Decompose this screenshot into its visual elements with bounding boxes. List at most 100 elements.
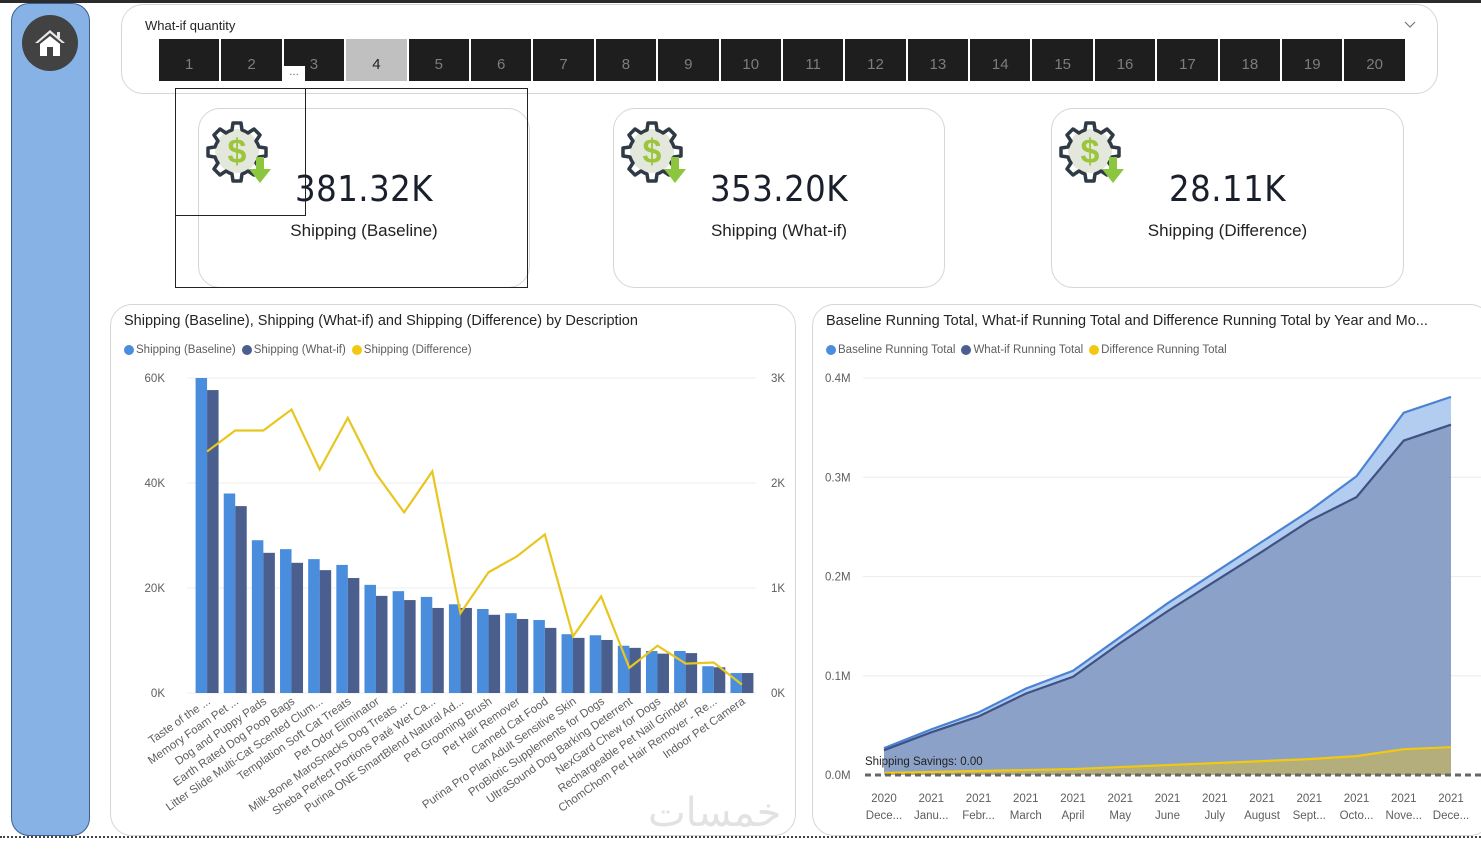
bar-whatif bbox=[404, 600, 416, 693]
y-tick: 0.1M bbox=[825, 671, 851, 683]
slicer-option-16[interactable]: 16 bbox=[1094, 39, 1156, 81]
legend-item-difference-running-total[interactable]: Difference Running Total bbox=[1089, 344, 1227, 356]
kpi-value: 28.11K bbox=[1169, 169, 1286, 210]
x-tick-year: 2021 bbox=[1296, 793, 1322, 805]
x-tick-month: Dece... bbox=[866, 810, 902, 822]
slicer-option-5[interactable]: 5 bbox=[408, 39, 469, 81]
legend-item-whatif-running-total[interactable]: What-if Running Total bbox=[961, 344, 1083, 356]
bar-whatif bbox=[207, 390, 219, 693]
slicer-option-11[interactable]: 11 bbox=[782, 39, 844, 81]
window-top-border bbox=[0, 0, 1481, 3]
x-tick-month: Sept... bbox=[1293, 810, 1326, 822]
y-left-tick: 40K bbox=[145, 478, 166, 490]
bar-whatif bbox=[291, 562, 304, 693]
legend-item-baseline-running-total[interactable]: Baseline Running Total bbox=[826, 344, 955, 356]
line-whatif bbox=[883, 423, 1452, 752]
bar-whatif bbox=[601, 639, 613, 693]
kpi-value: 381.32K bbox=[294, 169, 434, 210]
x-tick-month: Octo... bbox=[1340, 810, 1374, 822]
bar-whatif bbox=[573, 637, 585, 693]
bar-baseline bbox=[223, 493, 236, 693]
slicer-option-18[interactable]: 18 bbox=[1219, 39, 1281, 81]
bar-baseline bbox=[702, 666, 714, 693]
slicer-option-10[interactable]: 10 bbox=[720, 39, 781, 81]
y-left-tick: 20K bbox=[145, 583, 166, 595]
bar-whatif bbox=[713, 667, 726, 693]
bar-whatif bbox=[347, 578, 360, 693]
slicer-option-15[interactable]: 15 bbox=[1032, 39, 1093, 81]
bar-whatif bbox=[263, 552, 275, 693]
sidebar bbox=[11, 3, 90, 836]
bar-baseline bbox=[645, 651, 658, 693]
bar-baseline bbox=[308, 559, 320, 693]
x-tick-month: Febr... bbox=[962, 810, 995, 822]
legend-item-baseline[interactable]: Shipping (Baseline) bbox=[124, 344, 236, 356]
bar-baseline bbox=[336, 564, 348, 693]
slicer-option-13[interactable]: 13 bbox=[907, 39, 969, 81]
bar-whatif bbox=[319, 570, 332, 693]
x-tick-year: 2021 bbox=[1249, 793, 1275, 805]
bar-baseline bbox=[195, 378, 208, 693]
slicer-option-1[interactable]: 1 bbox=[159, 39, 220, 81]
bar-whatif bbox=[375, 595, 388, 693]
running-total-chart: Baseline Running Total, What-if Running … bbox=[812, 304, 1481, 836]
what-if-quantity-slicer: What-if quantity 1 2 3 4 5 6 7 8 9 10 11 12 13 14 15 16… bbox=[121, 4, 1438, 94]
more-options-button[interactable]: ... bbox=[283, 66, 305, 82]
chart-legend: Baseline Running Total What-if Running T… bbox=[826, 344, 1227, 356]
chart-title: Shipping (Baseline), Shipping (What-if) … bbox=[124, 313, 638, 329]
bar-whatif bbox=[657, 653, 669, 693]
x-tick-month: May bbox=[1109, 810, 1131, 822]
shipping-by-description-chart: Shipping (Baseline), Shipping (What-if) … bbox=[110, 304, 796, 836]
legend-label: Shipping (Baseline) bbox=[136, 344, 236, 356]
bar-baseline bbox=[251, 540, 264, 693]
kpi-label: Shipping (Difference) bbox=[1147, 221, 1308, 240]
legend-dot bbox=[826, 345, 836, 355]
legend-label: Baseline Running Total bbox=[838, 344, 956, 356]
bar-baseline bbox=[392, 591, 405, 693]
chart-title: Baseline Running Total, What-if Running … bbox=[826, 313, 1428, 329]
slicer-option-7[interactable]: 7 bbox=[533, 39, 594, 81]
legend-item-whatif[interactable]: Shipping (What-if) bbox=[241, 344, 346, 356]
legend-item-difference[interactable]: Shipping (Difference) bbox=[351, 344, 472, 356]
legend-label: Shipping (Difference) bbox=[363, 344, 472, 356]
chevron-down-icon[interactable] bbox=[1403, 17, 1417, 31]
home-button[interactable] bbox=[22, 15, 78, 71]
slicer-option-19[interactable]: 19 bbox=[1282, 39, 1343, 81]
bar-whatif bbox=[685, 653, 698, 693]
y-right-tick: 3K bbox=[771, 373, 785, 385]
kpi-card-whatif: 353.20K Shipping (What-if) bbox=[613, 108, 945, 288]
legend-dot bbox=[241, 345, 252, 355]
slicer-option-20[interactable]: 20 bbox=[1344, 39, 1405, 81]
legend-dot bbox=[1089, 345, 1100, 355]
y-right-tick: 2K bbox=[771, 478, 785, 490]
x-tick-year: 2021 bbox=[918, 793, 944, 805]
kpi-value: 353.20K bbox=[709, 169, 849, 210]
slicer-option-17[interactable]: 17 bbox=[1157, 39, 1218, 81]
slicer-option-14[interactable]: 14 bbox=[970, 39, 1031, 81]
slicer-option-4[interactable]: 4 bbox=[346, 39, 407, 81]
slicer-option-6[interactable]: 6 bbox=[470, 39, 532, 81]
x-tick-month: Dece... bbox=[1433, 810, 1469, 822]
y-tick: 0.4M bbox=[825, 373, 851, 385]
slicer-option-12[interactable]: 12 bbox=[845, 39, 906, 81]
y-tick: 0.2M bbox=[825, 572, 851, 584]
slicer-option-2[interactable]: 2 bbox=[221, 39, 282, 81]
x-tick-month: August bbox=[1244, 810, 1281, 822]
line-difference bbox=[206, 407, 743, 686]
reference-line-label: Shipping Savings: 0.00 bbox=[865, 756, 983, 768]
x-tick-year: 2021 bbox=[1391, 793, 1417, 805]
slicer-option-8[interactable]: 8 bbox=[595, 39, 657, 81]
bar-baseline bbox=[420, 596, 433, 693]
bar-whatif bbox=[544, 627, 557, 693]
y-left-tick: 0K bbox=[151, 688, 165, 700]
bar-baseline bbox=[364, 584, 376, 693]
legend-label: What-if Running Total bbox=[973, 344, 1084, 356]
page-bottom-border bbox=[0, 836, 1481, 838]
x-tick-month: Janu... bbox=[914, 810, 949, 822]
bar-baseline bbox=[617, 645, 630, 693]
x-tick-month: April bbox=[1061, 810, 1084, 822]
legend-dot bbox=[961, 345, 972, 355]
slicer-option-9[interactable]: 9 bbox=[658, 39, 719, 81]
legend-dot bbox=[124, 345, 134, 355]
